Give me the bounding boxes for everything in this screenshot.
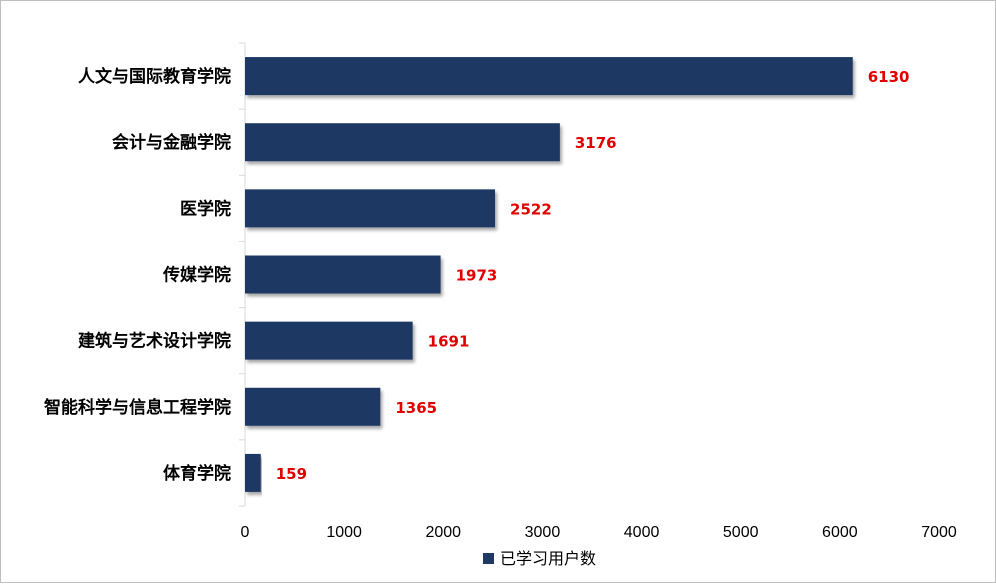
- category-label: 建筑与艺术设计学院: [78, 331, 231, 352]
- data-label: 2522: [510, 200, 552, 218]
- bar: [245, 321, 413, 360]
- data-label: 3176: [575, 134, 617, 152]
- legend-swatch: [483, 553, 494, 564]
- data-label: 1973: [456, 267, 498, 285]
- x-tick-label: 6000: [822, 524, 858, 541]
- data-label: 1691: [428, 333, 470, 351]
- category-label: 传媒学院: [162, 265, 231, 286]
- bar: [245, 189, 496, 228]
- bar: [245, 453, 261, 492]
- x-tick-label: 0: [241, 524, 250, 541]
- bar: [245, 387, 381, 426]
- x-tick-label: 4000: [624, 524, 660, 541]
- category-label: 体育学院: [163, 463, 231, 484]
- x-tick-label: 2000: [425, 524, 461, 541]
- data-label: 6130: [868, 68, 910, 86]
- bar: [245, 255, 441, 294]
- x-tick-label: 1000: [326, 524, 362, 541]
- legend-label: 已学习用户数: [500, 549, 596, 568]
- x-tick-label: 5000: [723, 524, 759, 541]
- bar: [245, 123, 560, 162]
- data-label: 1365: [395, 399, 437, 417]
- category-label: 人文与国际教育学院: [78, 66, 231, 87]
- data-label: 159: [276, 465, 307, 483]
- category-label: 会计与金融学院: [112, 132, 231, 153]
- x-tick-label: 7000: [921, 524, 957, 541]
- category-label: 医学院: [180, 198, 231, 219]
- x-tick-label: 3000: [525, 524, 561, 541]
- bar: [245, 57, 853, 96]
- category-label: 智能科学与信息工程学院: [44, 397, 231, 418]
